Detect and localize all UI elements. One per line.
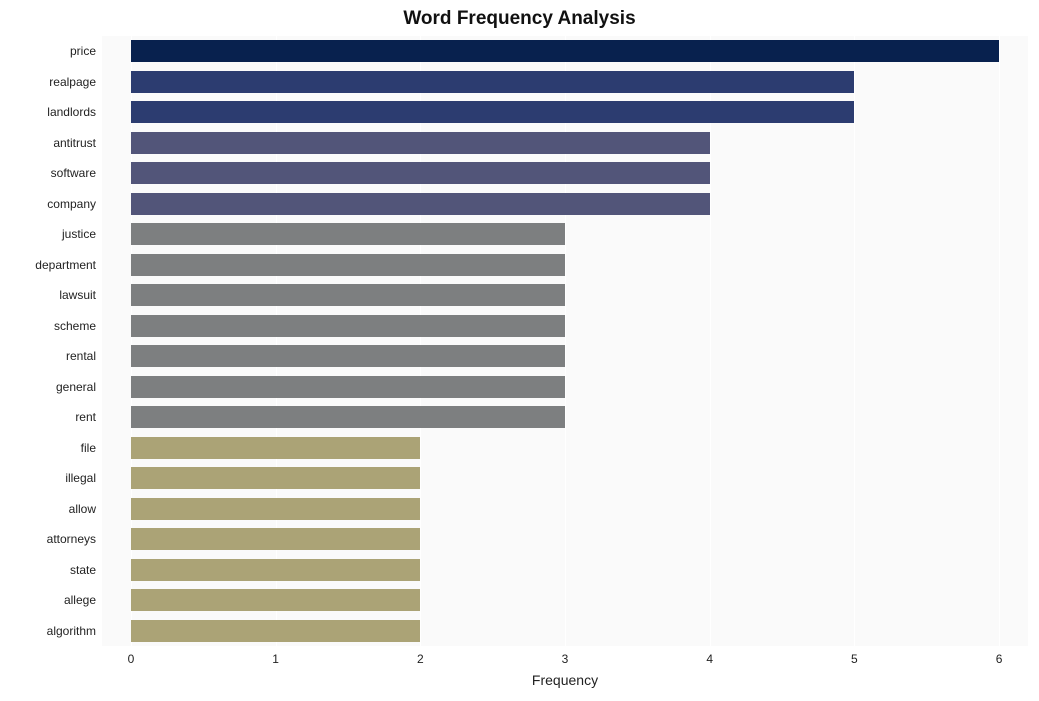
bar-slot <box>102 67 1028 98</box>
x-tick-label: 3 <box>562 652 569 666</box>
x-tick-label: 4 <box>706 652 713 666</box>
bar-slot <box>102 585 1028 616</box>
bar <box>131 467 420 489</box>
bar-slot <box>102 524 1028 555</box>
bar-slot <box>102 555 1028 586</box>
bar <box>131 284 565 306</box>
y-tick-label: department <box>35 258 96 272</box>
bar <box>131 132 710 154</box>
y-tick-label: rent <box>75 410 96 424</box>
bar <box>131 559 420 581</box>
y-tick-label: lawsuit <box>59 288 96 302</box>
bar <box>131 162 710 184</box>
bar-slot <box>102 189 1028 220</box>
y-tick-label: file <box>81 441 96 455</box>
y-tick-label: attorneys <box>47 532 96 546</box>
bar <box>131 437 420 459</box>
y-tick-label: software <box>51 166 96 180</box>
bar <box>131 345 565 367</box>
bar-slot <box>102 97 1028 128</box>
bar <box>131 620 420 642</box>
bar <box>131 589 420 611</box>
bar-slot <box>102 158 1028 189</box>
y-tick-label: antitrust <box>53 136 96 150</box>
bar <box>131 193 710 215</box>
x-tick-label: 5 <box>851 652 858 666</box>
bar <box>131 254 565 276</box>
chart-container: Word Frequency Analysis 0 1 2 3 4 5 6 price rea… <box>0 0 1039 701</box>
x-tick-label: 6 <box>996 652 1003 666</box>
y-tick-label: rental <box>66 349 96 363</box>
bar <box>131 315 565 337</box>
y-tick-label: landlords <box>47 105 96 119</box>
bar-slot <box>102 463 1028 494</box>
y-tick-label: general <box>56 380 96 394</box>
bar <box>131 376 565 398</box>
bar-slot <box>102 341 1028 372</box>
bar-slot <box>102 219 1028 250</box>
bar-slot <box>102 250 1028 281</box>
plot-area <box>102 36 1028 646</box>
bar <box>131 498 420 520</box>
chart-title: Word Frequency Analysis <box>0 8 1039 30</box>
bar-slot <box>102 372 1028 403</box>
y-tick-label: allow <box>69 502 96 516</box>
y-tick-label: state <box>70 563 96 577</box>
bar <box>131 528 420 550</box>
y-tick-label: price <box>70 44 96 58</box>
bar-slot <box>102 280 1028 311</box>
bar <box>131 223 565 245</box>
bar-slot <box>102 616 1028 647</box>
bar <box>131 406 565 428</box>
bar <box>131 101 854 123</box>
bar <box>131 71 854 93</box>
y-tick-label: illegal <box>65 471 96 485</box>
bar-slot <box>102 402 1028 433</box>
y-tick-label: company <box>47 197 96 211</box>
bar-slot <box>102 36 1028 67</box>
x-tick-label: 2 <box>417 652 424 666</box>
y-tick-label: scheme <box>54 319 96 333</box>
x-tick-label: 1 <box>272 652 279 666</box>
y-tick-label: algorithm <box>47 624 96 638</box>
bar-slot <box>102 494 1028 525</box>
x-tick-label: 0 <box>128 652 135 666</box>
y-tick-label: realpage <box>49 75 96 89</box>
bar-slot <box>102 311 1028 342</box>
bar-slot <box>102 433 1028 464</box>
y-tick-label: justice <box>62 227 96 241</box>
x-axis-label: Frequency <box>532 672 598 688</box>
bar <box>131 40 999 62</box>
y-tick-label: allege <box>64 593 96 607</box>
bar-slot <box>102 128 1028 159</box>
